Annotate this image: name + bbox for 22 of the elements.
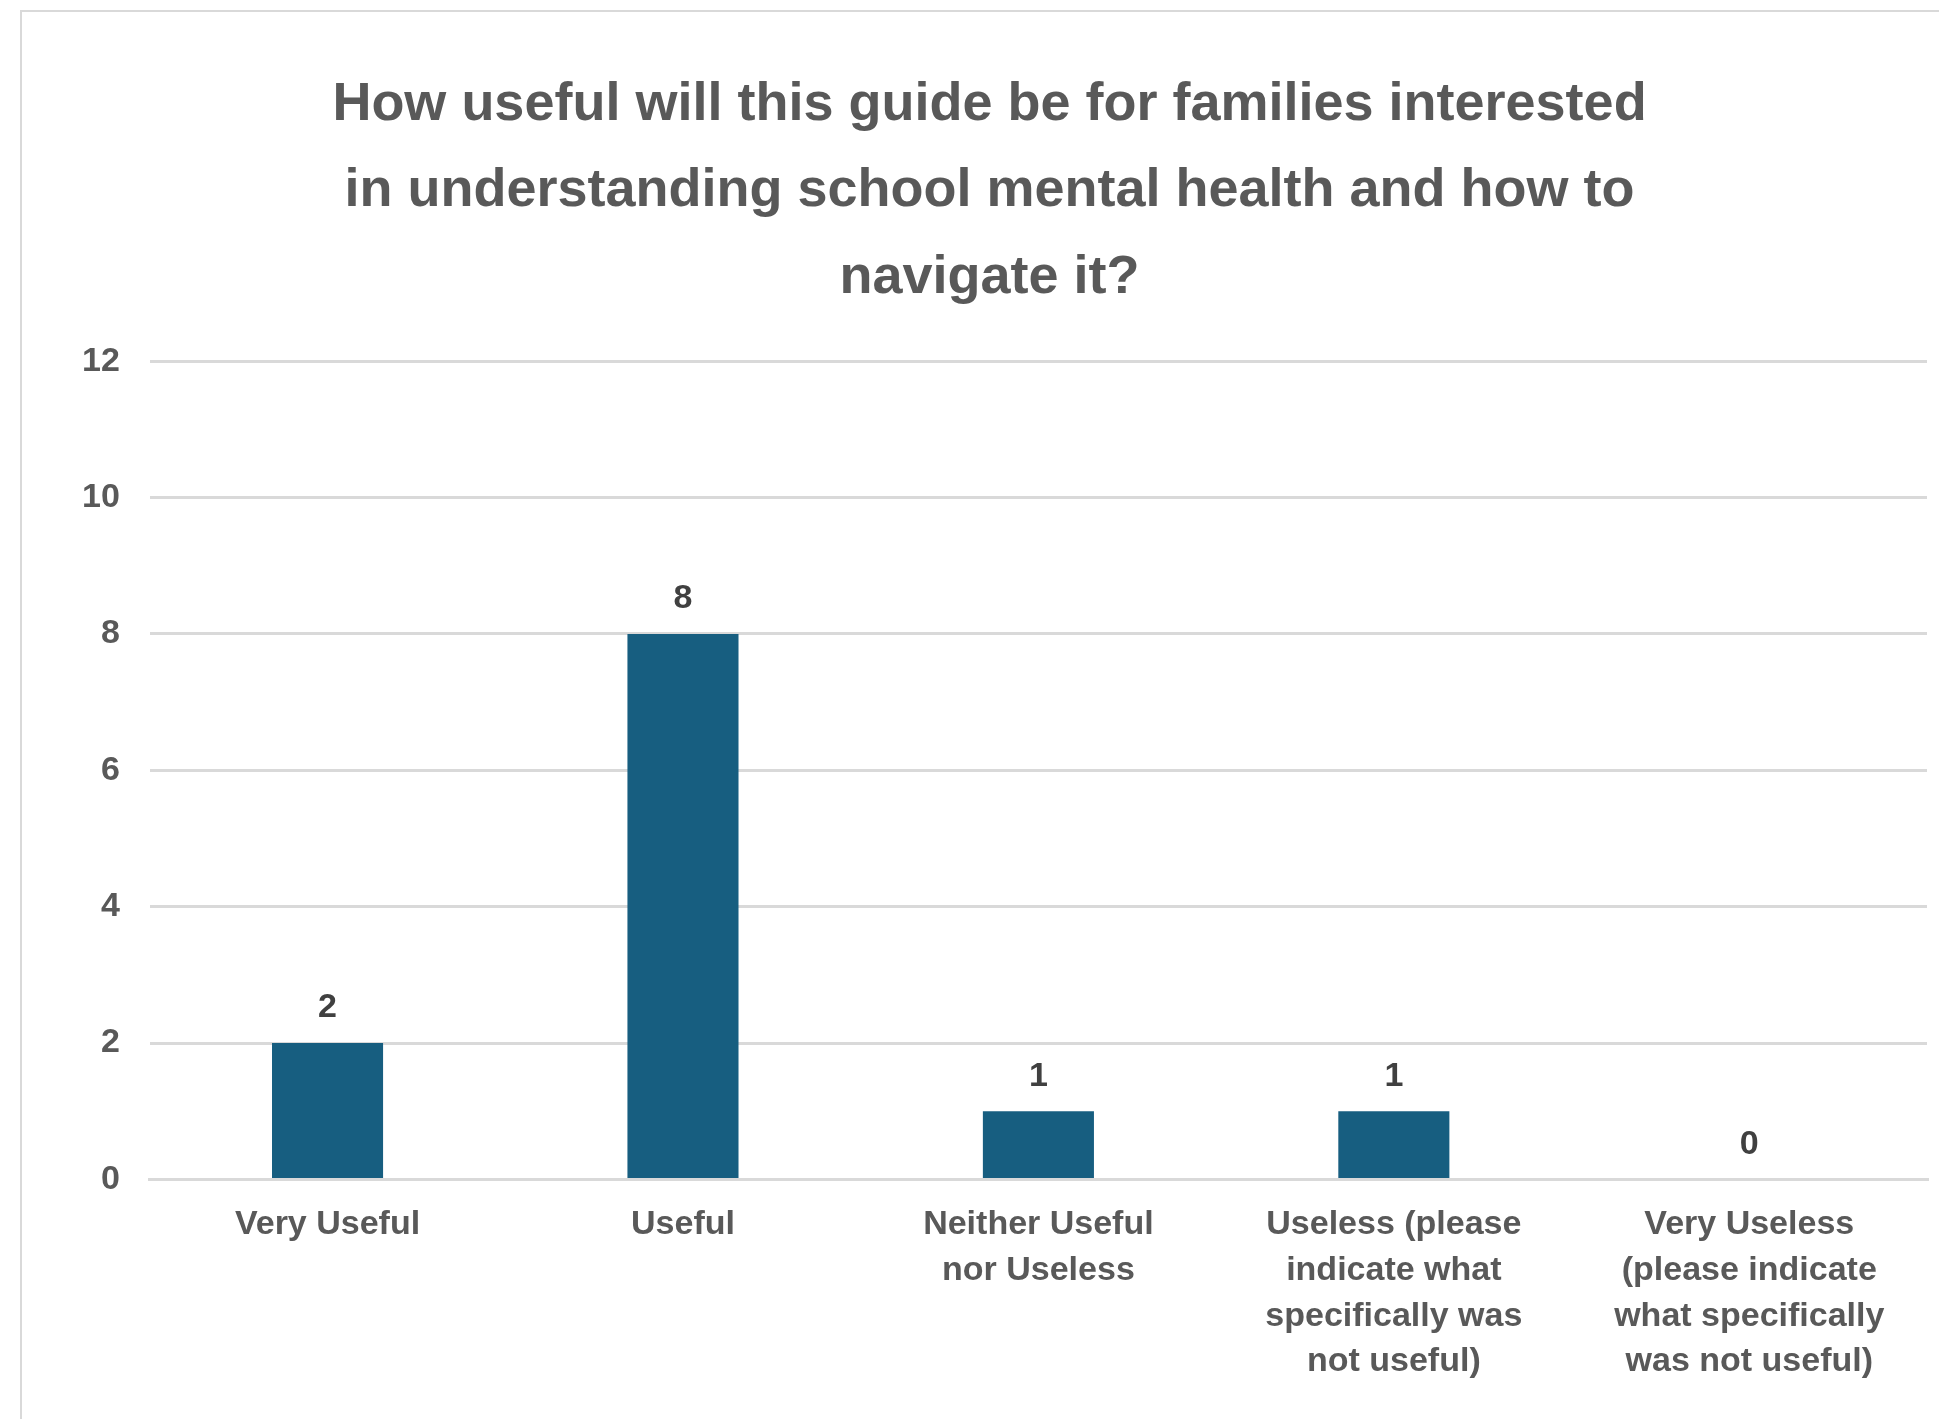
y-tick-label: 0 <box>100 1157 120 1196</box>
y-tick-label: 10 <box>81 475 120 514</box>
bar <box>982 1111 1094 1178</box>
bar <box>627 633 739 1178</box>
bar <box>272 1043 384 1178</box>
x-tick-label: Neither Useful nor Useless <box>923 1202 1154 1287</box>
x-tick-label: Very Useful <box>234 1202 421 1241</box>
chart-title: How useful will this guide be for families interested in understanding school mental health and how to navigate it? <box>332 71 1647 304</box>
data-label: 1 <box>1028 1054 1048 1093</box>
x-tick-label: Very Useless (please indicate what specifically was not useful) <box>1613 1202 1885 1379</box>
data-label: 1 <box>1384 1054 1404 1093</box>
y-tick-label: 2 <box>100 1021 120 1060</box>
bar <box>1338 1111 1450 1178</box>
y-tick-label: 6 <box>100 748 120 787</box>
data-label: 2 <box>318 986 337 1025</box>
y-tick-label: 8 <box>100 612 120 651</box>
x-tick-label: Useful <box>631 1202 735 1241</box>
x-tick-label: Useless (please indicate what specifically was not useful) <box>1265 1202 1523 1379</box>
data-label: 8 <box>673 577 693 616</box>
data-label: 0 <box>1739 1122 1759 1161</box>
y-tick-label: 4 <box>100 885 120 924</box>
y-tick-label: 12 <box>81 339 120 378</box>
